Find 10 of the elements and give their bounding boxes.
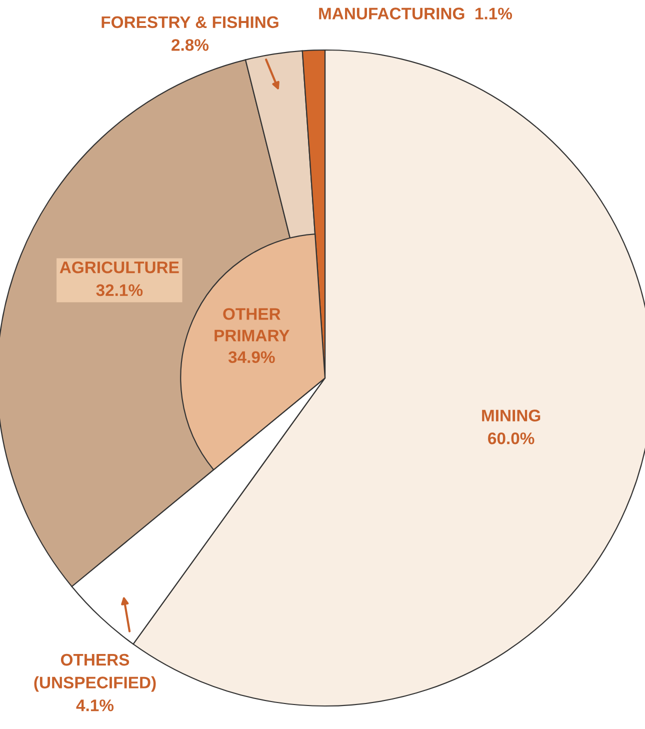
slice-label: FORESTRY & FISHING [102, 16, 278, 28]
data-label: 32.1% [96, 284, 143, 296]
data-label: 4.1% [76, 699, 114, 712]
slice-label: MINING [482, 410, 540, 422]
slice-label: AGRICULTURE [60, 261, 179, 274]
text: OTHER PRIMARY 34.9% [214, 308, 290, 364]
slice-label: OTHERS (UNSPECIFIED) [34, 654, 156, 692]
data-label: 60.0% [488, 432, 534, 444]
data-label: 2.8% [172, 39, 209, 51]
slice-label: MANUFACTURING 1.1% [319, 8, 512, 20]
